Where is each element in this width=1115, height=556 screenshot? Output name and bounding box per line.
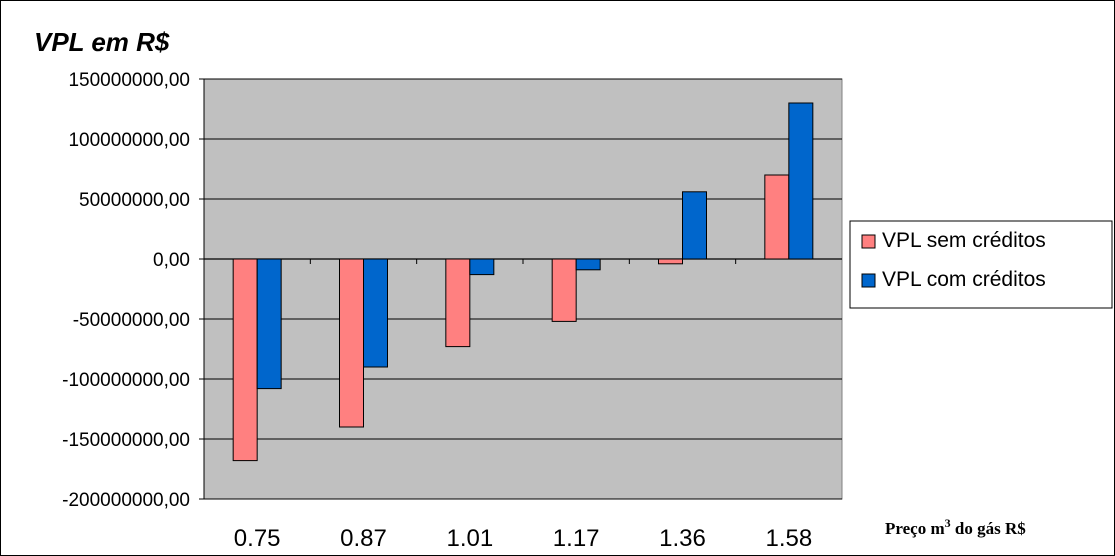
y-tick-label: -150000000,00: [62, 430, 190, 451]
bar-com-creditos: [682, 191, 707, 260]
y-tick-label: -200000000,00: [62, 490, 190, 511]
x-tick-label: 0.87: [340, 525, 387, 552]
legend-swatch: [861, 234, 876, 249]
bar-com-creditos: [469, 258, 495, 276]
bar-sem-creditos: [445, 258, 471, 348]
bar-sem-creditos: [658, 258, 683, 265]
y-tick-label: 150000000,00: [68, 70, 190, 91]
bar-com-creditos: [788, 102, 814, 260]
chart-title: VPL em R$: [34, 27, 170, 57]
bar-com-creditos: [363, 258, 388, 368]
y-tick-label: -100000000,00: [62, 370, 190, 391]
legend-label: VPL com créditos: [882, 268, 1046, 291]
plot-area: 150000000,00 100000000,00 50000000,00 0,00 -…: [62, 70, 843, 552]
legend-swatch: [861, 273, 876, 288]
bar-com-creditos: [256, 258, 282, 390]
bar-sem-creditos: [339, 258, 364, 428]
x-axis-label-after: do gás R$: [951, 519, 1027, 538]
x-axis-label: Preço m3 do gás R$: [885, 516, 1026, 538]
bar-sem-creditos: [551, 258, 577, 322]
bar-com-creditos: [575, 258, 601, 271]
bar-sem-creditos: [764, 174, 790, 260]
bar-sem-creditos: [232, 258, 258, 462]
x-tick-label: 1.58: [765, 525, 812, 552]
x-axis-label-sup: 3: [945, 516, 951, 530]
legend: VPL sem créditos VPL com créditos: [849, 220, 1113, 309]
y-tick-label: 50000000,00: [79, 190, 190, 211]
legend-box: [849, 220, 1113, 309]
x-tick-label: 1.36: [659, 525, 706, 552]
x-tick-label: 1.17: [553, 525, 600, 552]
plot-background: [203, 78, 843, 500]
legend-label: VPL sem créditos: [882, 229, 1046, 252]
y-tick-label: -50000000,00: [73, 310, 190, 331]
x-axis-label-before: Preço m: [885, 519, 945, 538]
y-tick-label: 0,00: [153, 250, 190, 271]
y-tick-label: 100000000,00: [68, 130, 190, 151]
x-tick-label: 1.01: [446, 525, 493, 552]
x-tick-label: 0.75: [234, 525, 281, 552]
